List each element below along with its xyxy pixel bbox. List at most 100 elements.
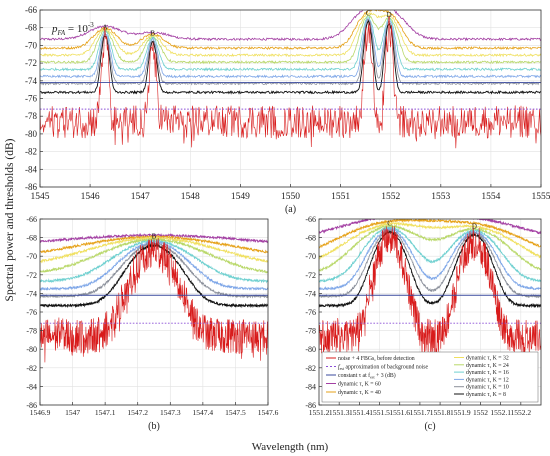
- series-line-k60: [40, 10, 541, 42]
- series-line-k8: [319, 230, 541, 309]
- peak-label: B: [150, 30, 155, 38]
- y-tick-label: -86: [305, 401, 316, 410]
- panel-label: (a): [285, 204, 296, 215]
- x-tick-label: 1546.9: [30, 408, 51, 417]
- peak-label: D: [387, 11, 392, 19]
- plot-lines: [40, 232, 268, 363]
- peak-label: B: [152, 233, 157, 241]
- legend-label-k8: dynamic τ, K = 8: [466, 392, 506, 398]
- series-line-k40: [40, 234, 268, 254]
- y-tick-label: -74: [305, 289, 316, 298]
- y-axis-title: Spectral power and thresholds (dB): [4, 138, 16, 301]
- y-tick-label: -66: [26, 215, 37, 224]
- plot-lines: [40, 10, 541, 149]
- x-tick-label: 1547.1: [95, 408, 116, 417]
- legend-label-k10: dynamic τ, K = 10: [466, 385, 509, 391]
- x-tick-label: 1552: [381, 192, 400, 202]
- y-tick-label: -84: [25, 164, 37, 174]
- series-line-k24: [40, 14, 541, 65]
- x-tick-label: 1547.5: [225, 408, 246, 417]
- chart-panel-1: B 1546.9 1547 1547.1 1547.2 1547.3 1547.4 1547.…: [26, 215, 278, 432]
- legend-label-k24: dynamic τ, K = 24: [466, 363, 509, 369]
- legend-label-const: constant τ at fest + 3 (dB): [338, 372, 396, 380]
- series-line-k12: [40, 18, 541, 79]
- y-tick-label: -68: [305, 234, 316, 243]
- x-tick-label: 1547: [65, 408, 80, 417]
- y-tick-label: -78: [25, 111, 37, 121]
- x-tick-label: 1554: [481, 192, 500, 202]
- y-tick-label: -82: [25, 147, 37, 157]
- y-tick-label: -70: [25, 40, 37, 50]
- series-line-k8: [40, 19, 541, 95]
- y-tick-label: -82: [26, 364, 37, 373]
- series-line-k16: [40, 16, 541, 72]
- y-tick-label: -80: [25, 129, 37, 139]
- series-line-k60: [40, 232, 268, 244]
- x-tick-label: 1552.2: [511, 408, 532, 417]
- legend-label-k40: dynamic τ, K = 40: [338, 390, 381, 396]
- y-tick-label: -66: [305, 215, 316, 224]
- x-tick-label: 1551.5: [369, 408, 390, 417]
- y-tick-label: -78: [26, 327, 37, 336]
- legend-label-noise: noise + 4 FBGs, before detection: [338, 355, 415, 362]
- x-tick-label: 1555: [532, 192, 550, 202]
- series-line-k32: [40, 11, 541, 58]
- x-tick-label: 1551.4: [349, 408, 370, 417]
- legend-label-k60: dynamic τ, K = 60: [338, 382, 381, 388]
- annotation-sup: -3: [88, 21, 94, 29]
- legend-label-k32: dynamic τ, K = 32: [466, 356, 509, 362]
- annotation-eq: = 10: [65, 23, 88, 35]
- y-tick-label: -66: [25, 5, 37, 15]
- y-tick-label: -72: [26, 271, 37, 280]
- x-tick-label: 1551.2: [309, 408, 330, 417]
- y-tick-label: -76: [25, 94, 37, 104]
- x-tick-label: 1553: [431, 192, 450, 202]
- y-tick-label: -74: [25, 76, 37, 86]
- y-tick-label: -84: [305, 382, 316, 391]
- series-line-k40: [319, 219, 541, 250]
- y-tick-label: -68: [25, 23, 37, 33]
- annotation-p: p: [51, 23, 58, 35]
- y-tick-label: -86: [26, 401, 37, 410]
- x-tick-label: 1547.3: [160, 408, 181, 417]
- series-line-k32: [40, 235, 268, 264]
- x-tick-label: 1547.4: [193, 408, 214, 417]
- series-line-k12: [319, 227, 541, 291]
- legend-label-k16: dynamic τ, K = 16: [466, 370, 509, 376]
- annotation-sub: FA: [57, 29, 66, 37]
- legend-f: f: [338, 364, 341, 371]
- x-tick-label: 1552: [473, 408, 488, 417]
- plot-lines: [319, 219, 541, 363]
- x-tick-label: 1551.3: [329, 408, 350, 417]
- x-tick-label: 1551.8: [430, 408, 451, 417]
- x-tick-label: 1547.2: [127, 408, 148, 417]
- y-tick-label: -68: [26, 234, 37, 243]
- x-tick-label: 1550: [281, 192, 300, 202]
- peak-label: D: [472, 222, 477, 230]
- y-tick-label: -70: [26, 252, 37, 261]
- legend-sub: est: [340, 366, 345, 371]
- series-line-k40: [40, 10, 541, 51]
- legend-const: constant τ at f: [338, 372, 370, 379]
- x-tick-label: 1551: [331, 192, 350, 202]
- x-tick-label: 1552.1: [490, 408, 511, 417]
- x-tick-label: 1547.6: [258, 408, 279, 417]
- legend-sub: est: [370, 375, 375, 380]
- legend-label-fest: fest approximation of background noise: [338, 364, 429, 372]
- legend-rest: approximation of background noise: [344, 364, 428, 371]
- series-line-k24: [319, 223, 541, 273]
- peak-label: C: [366, 9, 371, 17]
- series-line-noise: [40, 237, 268, 363]
- x-tick-label: 1548: [181, 192, 200, 202]
- x-tick-label: 1545: [31, 192, 50, 202]
- series-line-k32: [319, 221, 541, 260]
- y-tick-label: -82: [305, 364, 316, 373]
- x-tick-label: 1546: [81, 192, 100, 202]
- y-tick-label: -72: [25, 58, 37, 68]
- panel-label: (b): [148, 421, 160, 432]
- y-tick-label: -80: [305, 345, 316, 354]
- legend-box: [321, 351, 539, 403]
- peak-label: A: [103, 23, 108, 31]
- panel-label: (c): [424, 421, 435, 432]
